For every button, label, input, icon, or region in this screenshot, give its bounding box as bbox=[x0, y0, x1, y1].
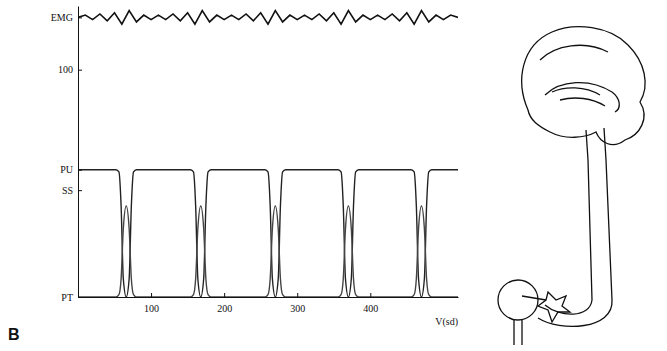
x-tick-label: 100 bbox=[144, 303, 159, 314]
series-line bbox=[78, 170, 458, 297]
x-tick: 200 bbox=[217, 293, 232, 314]
x-tick: 400 bbox=[363, 293, 378, 314]
x-tick-label: 400 bbox=[363, 303, 378, 314]
x-tick: 100 bbox=[144, 293, 159, 314]
y-tick-label: 100 bbox=[58, 64, 73, 75]
x-tick-mark bbox=[151, 293, 152, 297]
y-tick-mark bbox=[78, 17, 82, 18]
y-tick-mark bbox=[78, 297, 82, 298]
x-axis-line bbox=[79, 297, 459, 298]
sketch-stroke bbox=[604, 128, 612, 300]
sketch-stroke bbox=[514, 320, 522, 345]
sketch-stroke bbox=[540, 45, 608, 60]
sketch-stroke bbox=[552, 88, 600, 95]
x-axis-title: V(sd) bbox=[435, 316, 458, 328]
y-tick-mark bbox=[78, 190, 82, 191]
y-tick: 100 bbox=[58, 64, 82, 75]
figure: 100 200 300 400 EMG 100 PU SS PT V(sd) B bbox=[0, 0, 667, 351]
x-tick-mark bbox=[370, 293, 371, 297]
y-tick-label: PU bbox=[60, 164, 74, 175]
y-tick: SS bbox=[62, 185, 82, 196]
sketch-stroke bbox=[560, 98, 605, 106]
y-tick: PU bbox=[60, 164, 82, 175]
y-axis-line bbox=[78, 7, 79, 298]
y-tick-mark bbox=[78, 170, 82, 171]
y-axis: EMG 100 PU SS PT bbox=[51, 7, 82, 303]
sketch-stroke bbox=[545, 83, 619, 112]
sketch-stroke bbox=[522, 296, 546, 300]
sketch-stroke bbox=[586, 130, 592, 300]
sketch-stroke bbox=[538, 292, 570, 322]
sketch-stroke bbox=[522, 27, 645, 145]
series-line bbox=[78, 206, 458, 297]
anatomy-sketch bbox=[498, 27, 645, 345]
sketch-stroke bbox=[498, 280, 538, 320]
y-tick-label: EMG bbox=[51, 12, 73, 23]
x-tick-label: 200 bbox=[217, 303, 232, 314]
y-tick-label: SS bbox=[62, 185, 73, 196]
y-tick-label: PT bbox=[61, 292, 73, 303]
x-tick-mark bbox=[297, 293, 298, 297]
x-tick-mark bbox=[224, 293, 225, 297]
x-tick: 300 bbox=[290, 293, 305, 314]
y-tick: PT bbox=[61, 292, 82, 303]
plot-area bbox=[78, 11, 458, 297]
panel-label: B bbox=[8, 326, 20, 343]
x-axis: 100 200 300 400 bbox=[79, 293, 459, 314]
x-tick-label: 300 bbox=[290, 303, 305, 314]
y-tick-mark bbox=[78, 70, 82, 71]
y-tick: EMG bbox=[51, 12, 82, 23]
series-line bbox=[78, 11, 458, 25]
